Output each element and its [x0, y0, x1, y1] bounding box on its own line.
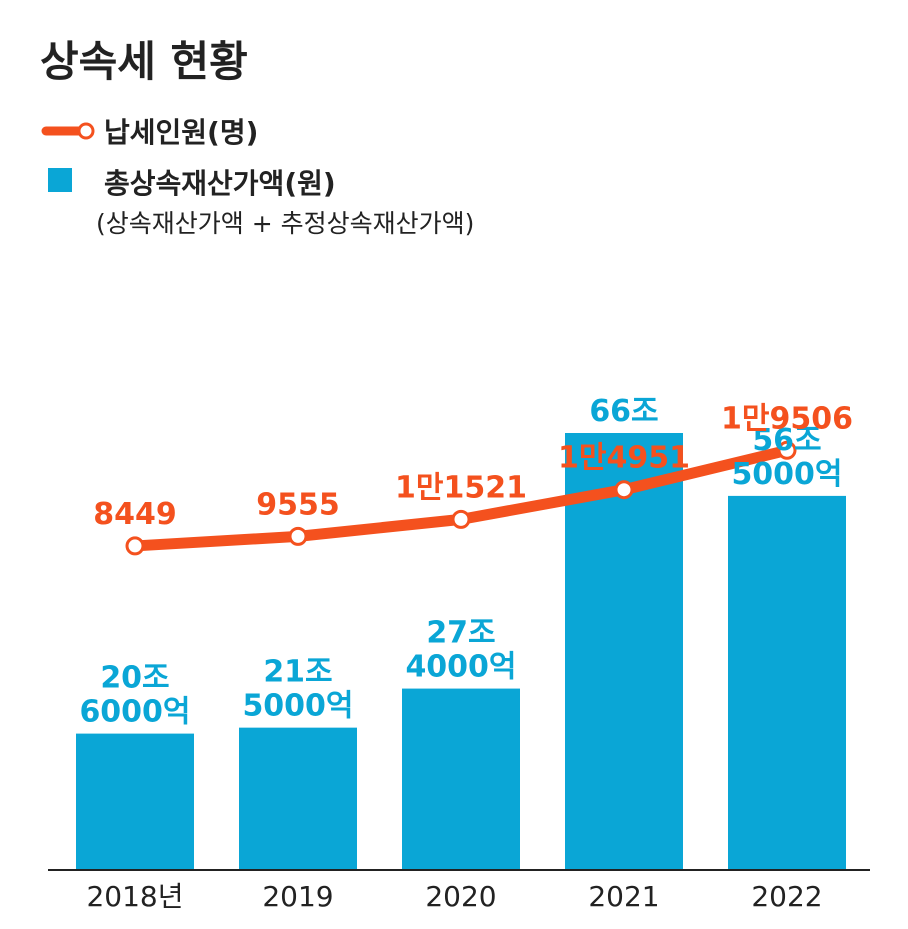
bar-value-label: 5000억 — [731, 457, 842, 492]
bar-1 — [239, 727, 357, 870]
x-tick-label: 2022 — [751, 880, 822, 913]
line-point-4 — [777, 440, 797, 460]
bars-layer — [76, 433, 846, 870]
bar-4 — [728, 495, 846, 870]
line-point-2 — [451, 509, 471, 529]
bar-2 — [402, 688, 520, 870]
bar-value-label: 56조 — [752, 423, 821, 458]
bar-value-label: 6000억 — [79, 695, 190, 730]
legend-line-marker — [77, 122, 95, 140]
line-point-3 — [614, 480, 634, 500]
legend-line-entry: 납세인원(명) — [41, 116, 258, 149]
bar-0 — [76, 733, 194, 870]
bar-value-label: 27조 — [426, 616, 495, 651]
line-layer — [125, 440, 797, 556]
x-tick-label: 2018년 — [86, 880, 183, 913]
line-value-label: 9555 — [256, 487, 340, 522]
x-axis: 2018년 2019 2020 2021 2022 — [86, 880, 822, 913]
legend-bar-label: 총상속재산가액(원) — [104, 167, 336, 200]
bar-value-label: 66조 — [589, 394, 658, 429]
chart-title: 상속세 현황 — [40, 37, 248, 86]
line-value-label: 1만1521 — [395, 470, 527, 505]
bar-value-label: 5000억 — [242, 689, 353, 724]
legend-bar-sublabel: (상속재산가액 + 추정상속재산가액) — [96, 209, 474, 238]
legend-bar-swatch — [48, 168, 72, 192]
legend-line-label: 납세인원(명) — [104, 116, 258, 149]
x-tick-label: 2021 — [588, 880, 659, 913]
line-point-0 — [125, 536, 145, 556]
line-value-label: 1만9506 — [721, 401, 853, 436]
x-tick-label: 2019 — [262, 880, 333, 913]
line-point-1 — [288, 526, 308, 546]
bar-value-label: 21조 — [263, 655, 332, 690]
bar-value-label: 20조 — [100, 661, 169, 696]
bar-value-label: 4000억 — [405, 650, 516, 685]
bar-3 — [565, 433, 683, 870]
legend-bar-entry: 총상속재산가액(원) (상속재산가액 + 추정상속재산가액) — [48, 167, 474, 238]
line-value-label: 8449 — [93, 497, 177, 532]
line-value-label: 1만4951 — [558, 441, 690, 476]
x-tick-label: 2020 — [425, 880, 496, 913]
